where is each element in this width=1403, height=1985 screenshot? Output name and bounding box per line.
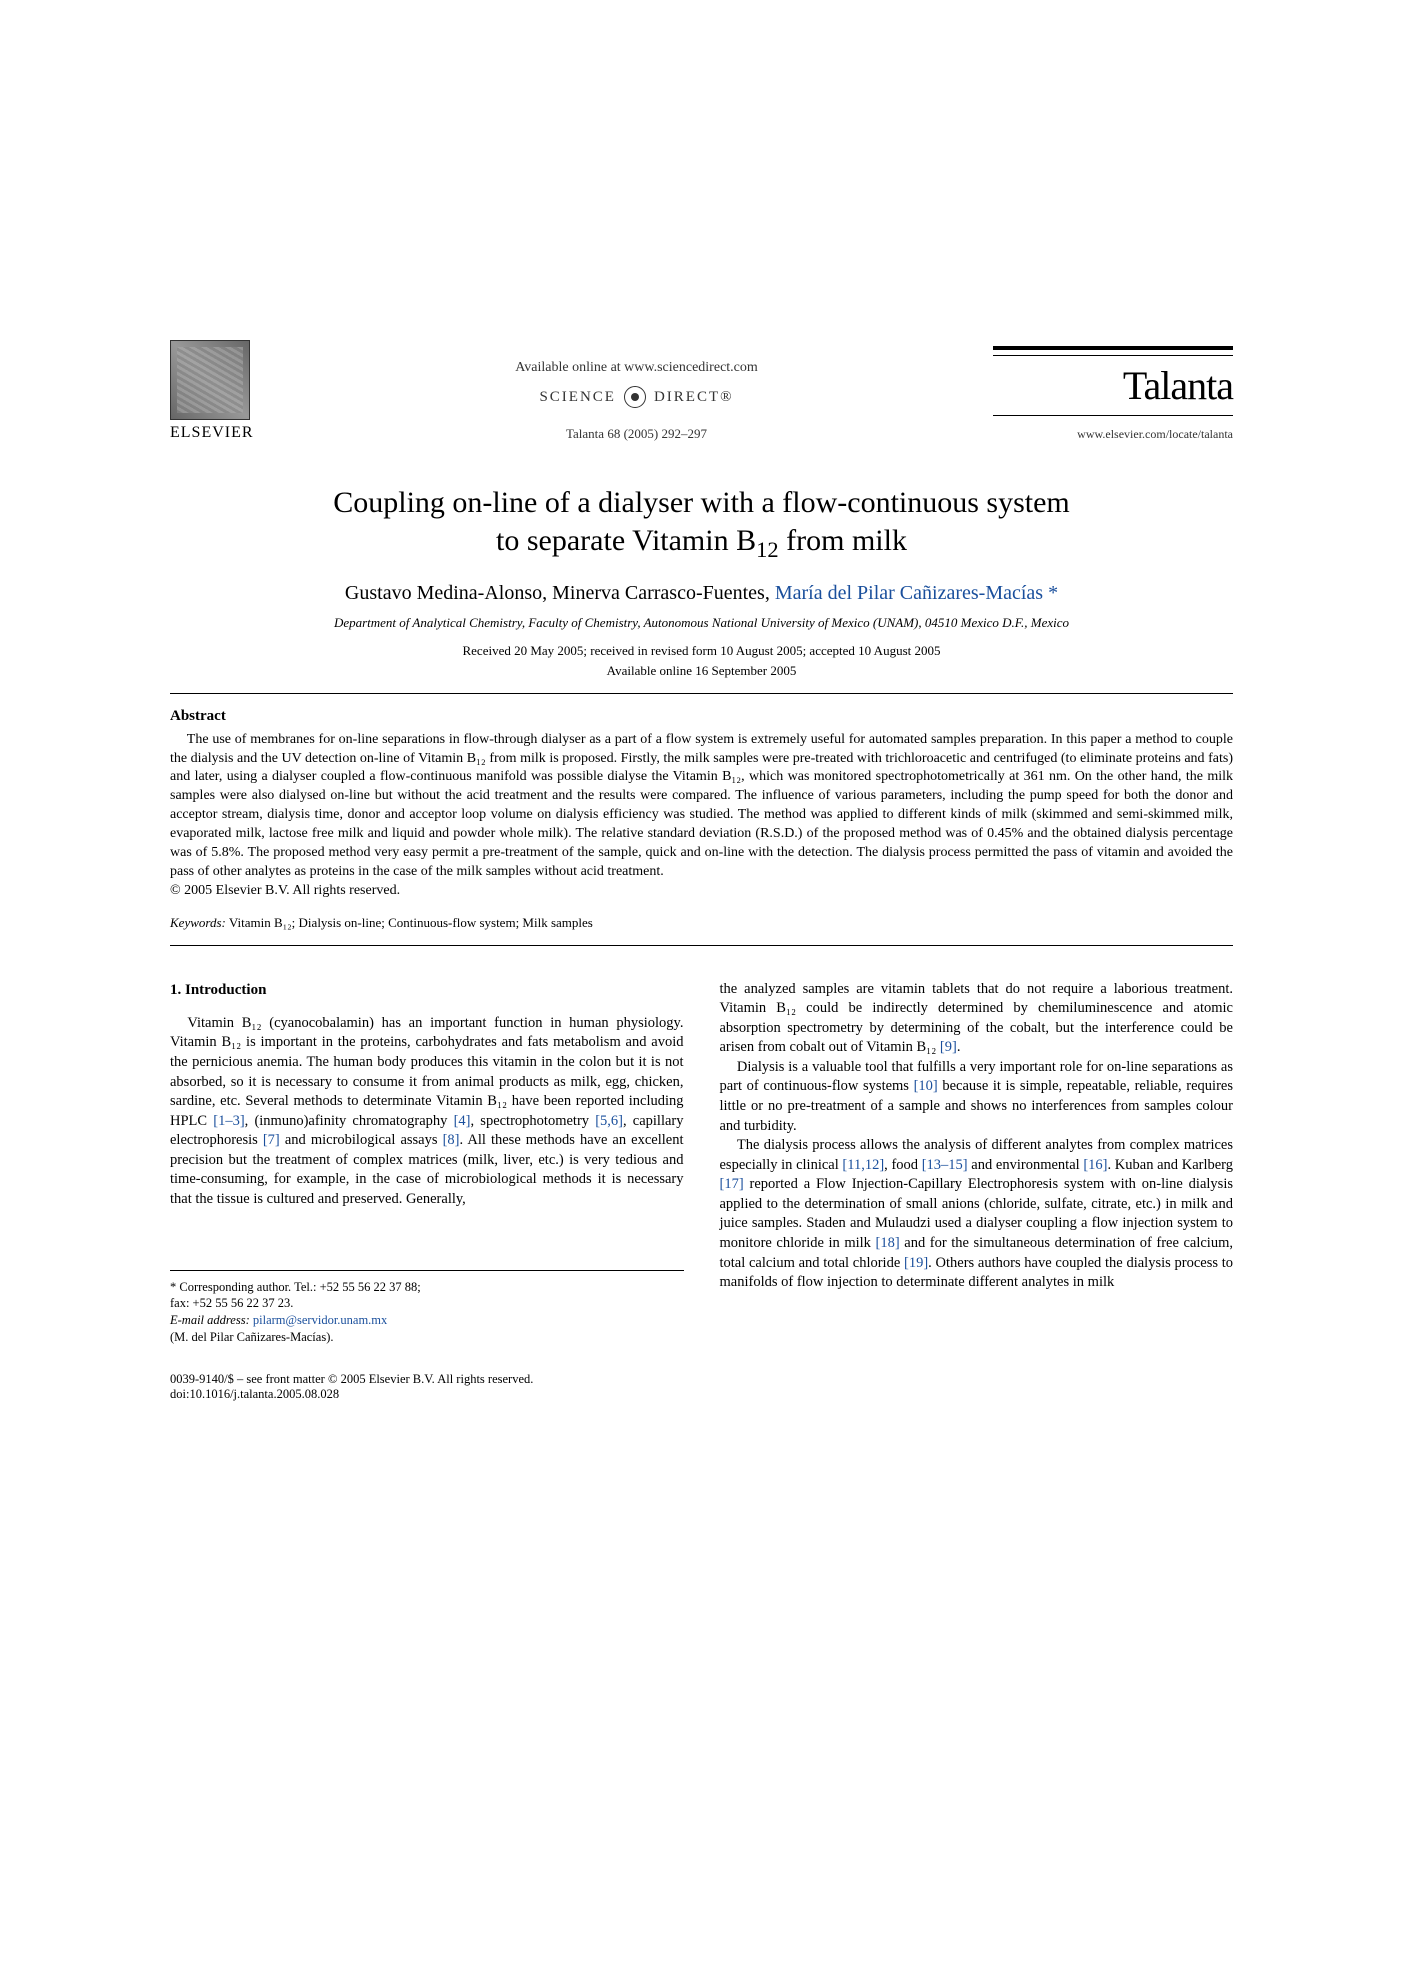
rule-above-abstract: [170, 693, 1233, 694]
journal-rule-bottom: [993, 415, 1233, 419]
title-sub: 12: [756, 537, 779, 562]
section-1-heading: 1. Introduction: [170, 980, 684, 1000]
center-header: Available online at www.sciencedirect.co…: [280, 360, 993, 442]
ref-link-18[interactable]: [18]: [876, 1235, 900, 1251]
issn-line: 0039-9140/$ – see front matter © 2005 El…: [170, 1372, 1233, 1387]
left-column: 1. Introduction Vitamin B₁₂ (cyanocobala…: [170, 980, 684, 1346]
publisher-block: ELSEVIER: [170, 340, 280, 442]
title-line-2a: to separate Vitamin B: [496, 524, 756, 557]
article-title: Coupling on-line of a dialyser with a fl…: [170, 484, 1233, 564]
title-line-1: Coupling on-line of a dialyser with a fl…: [333, 486, 1070, 519]
sd-word-2: DIRECT®: [654, 389, 734, 406]
page-footer: 0039-9140/$ – see front matter © 2005 El…: [170, 1372, 1233, 1402]
affiliation: Department of Analytical Chemistry, Facu…: [170, 615, 1233, 631]
ref-link-13-15[interactable]: [13–15]: [922, 1157, 968, 1173]
citation-line: Talanta 68 (2005) 292–297: [280, 426, 993, 442]
received-dates: Received 20 May 2005; received in revise…: [170, 643, 1233, 659]
title-line-2b: from milk: [779, 524, 907, 557]
article-title-block: Coupling on-line of a dialyser with a fl…: [170, 484, 1233, 564]
author-3: María del Pilar Cañizares-Macías: [775, 582, 1043, 604]
fn-email-link[interactable]: pilarm@servidor.unam.mx: [253, 1313, 387, 1327]
ref-link-9[interactable]: [9]: [940, 1039, 957, 1055]
t: Vitamin B₁₂ (cyanocobalamin) has an impo…: [170, 1015, 684, 1129]
publisher-name: ELSEVIER: [170, 424, 280, 442]
t: , (inmuno)afinity chromatography: [245, 1113, 454, 1129]
journal-name: Talanta: [993, 362, 1233, 409]
rule-below-keywords: [170, 945, 1233, 946]
t: .: [957, 1039, 961, 1055]
body-columns: 1. Introduction Vitamin B₁₂ (cyanocobala…: [170, 980, 1233, 1346]
sciencedirect-logo: SCIENCE DIRECT®: [280, 386, 993, 408]
corr-mark: *: [1048, 582, 1058, 604]
author-2: Minerva Carrasco-Fuentes: [552, 582, 765, 604]
fn-email-line: E-mail address: pilarm@servidor.unam.mx: [170, 1312, 684, 1329]
authors-line: Gustavo Medina-Alonso, Minerva Carrasco-…: [170, 582, 1233, 605]
online-date: Available online 16 September 2005: [170, 663, 1233, 679]
abstract-copyright: © 2005 Elsevier B.V. All rights reserved…: [170, 882, 1233, 901]
t: , spectrophotometry: [471, 1113, 596, 1129]
ref-link-5-6[interactable]: [5,6]: [595, 1113, 623, 1129]
keywords-label: Keywords:: [170, 915, 226, 930]
fn-email-tail: (M. del Pilar Cañizares-Macías).: [170, 1329, 684, 1346]
availability-line: Available online at www.sciencedirect.co…: [280, 360, 993, 376]
t: and microbilogical assays: [280, 1132, 443, 1148]
t: and environmental: [968, 1157, 1084, 1173]
ref-link-16[interactable]: [16]: [1083, 1157, 1107, 1173]
ref-link-8[interactable]: [8]: [443, 1132, 460, 1148]
abstract-text: The use of membranes for on-line separat…: [170, 731, 1233, 882]
t: . Kuban and Karlberg: [1108, 1157, 1233, 1173]
ref-link-4[interactable]: [4]: [454, 1113, 471, 1129]
corresponding-footnote: * Corresponding author. Tel.: +52 55 56 …: [170, 1270, 684, 1347]
t: the analyzed samples are vitamin tablets…: [720, 981, 1234, 1056]
abstract-heading: Abstract: [170, 708, 1233, 725]
sd-word-1: SCIENCE: [539, 389, 616, 406]
ref-link-19[interactable]: [19]: [904, 1255, 928, 1271]
intro-para-3: The dialysis process allows the analysis…: [720, 1136, 1234, 1293]
ref-link-10[interactable]: [10]: [914, 1078, 938, 1094]
intro-para-1-cont: the analyzed samples are vitamin tablets…: [720, 980, 1234, 1058]
journal-rule-top: [993, 346, 1233, 356]
abstract-body: The use of membranes for on-line separat…: [170, 731, 1233, 901]
journal-url: www.elsevier.com/locate/talanta: [993, 427, 1233, 442]
sd-eye-icon: [624, 386, 646, 408]
ref-link-17[interactable]: [17]: [720, 1176, 744, 1192]
fn-fax: fax: +52 55 56 22 37 23.: [170, 1295, 684, 1312]
right-column: the analyzed samples are vitamin tablets…: [720, 980, 1234, 1346]
journal-title-block: Talanta www.elsevier.com/locate/talanta: [993, 346, 1233, 442]
doi-line: doi:10.1016/j.talanta.2005.08.028: [170, 1387, 1233, 1402]
ref-link-1-3[interactable]: [1–3]: [213, 1113, 244, 1129]
keywords-line: Keywords: Vitamin B₁₂; Dialysis on-line;…: [170, 915, 1233, 931]
author-1: Gustavo Medina-Alonso: [345, 582, 542, 604]
journal-header: ELSEVIER Available online at www.science…: [170, 340, 1233, 442]
ref-link-11-12[interactable]: [11,12]: [842, 1157, 884, 1173]
intro-para-2: Dialysis is a valuable tool that fulfill…: [720, 1058, 1234, 1136]
fn-tel: * Corresponding author. Tel.: +52 55 56 …: [170, 1279, 684, 1296]
elsevier-tree-icon: [170, 340, 250, 420]
corresponding-author-link[interactable]: María del Pilar Cañizares-Macías: [775, 582, 1043, 604]
t: , food: [884, 1157, 922, 1173]
intro-para-1: Vitamin B₁₂ (cyanocobalamin) has an impo…: [170, 1014, 684, 1210]
keywords-text: Vitamin B₁₂; Dialysis on-line; Continuou…: [229, 915, 593, 930]
fn-email-label: E-mail address:: [170, 1313, 250, 1327]
ref-link-7[interactable]: [7]: [263, 1132, 280, 1148]
